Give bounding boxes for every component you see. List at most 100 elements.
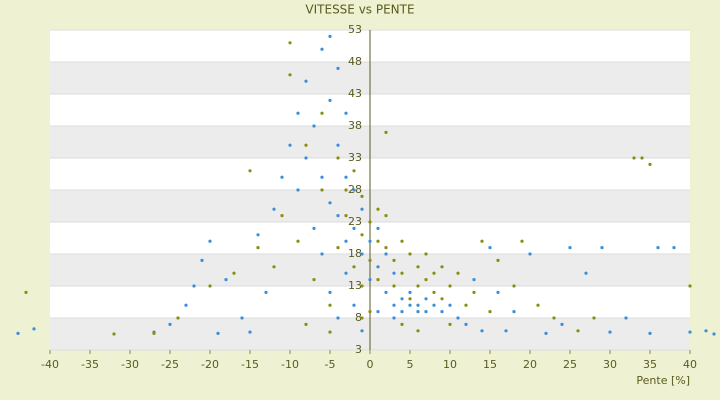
point xyxy=(472,290,476,294)
point xyxy=(304,143,308,147)
point xyxy=(328,303,332,307)
point xyxy=(424,297,428,301)
point xyxy=(424,252,428,256)
point xyxy=(624,316,628,320)
y-tick-label: 53 xyxy=(348,23,362,36)
x-tick-label: 0 xyxy=(367,358,374,371)
point xyxy=(536,303,540,307)
point xyxy=(384,130,388,134)
point xyxy=(416,329,420,333)
point xyxy=(384,252,388,256)
point xyxy=(432,290,436,294)
point xyxy=(312,124,316,128)
point xyxy=(320,175,324,179)
point xyxy=(368,239,372,243)
point xyxy=(520,239,524,243)
point xyxy=(344,271,348,275)
point xyxy=(360,316,364,320)
point xyxy=(416,303,420,307)
point xyxy=(376,207,380,211)
point xyxy=(328,34,332,39)
x-tick-label: -35 xyxy=(81,358,99,371)
y-tick-label: 43 xyxy=(348,87,362,100)
point xyxy=(400,239,404,243)
point xyxy=(256,246,260,250)
x-tick-label: -40 xyxy=(41,358,59,371)
point xyxy=(336,66,340,70)
point xyxy=(232,271,236,275)
point xyxy=(352,169,356,173)
point xyxy=(360,207,364,211)
point xyxy=(336,156,340,160)
point xyxy=(376,278,380,282)
point xyxy=(296,111,300,115)
point xyxy=(184,303,188,307)
point xyxy=(304,322,308,326)
point xyxy=(376,310,380,314)
point xyxy=(640,156,644,160)
y-tick-label: 23 xyxy=(348,215,362,228)
point xyxy=(272,207,276,211)
point xyxy=(448,322,452,326)
point xyxy=(288,143,292,147)
point xyxy=(384,246,388,250)
point xyxy=(480,329,484,333)
point xyxy=(272,265,276,269)
point xyxy=(240,316,244,320)
point xyxy=(416,284,420,288)
point xyxy=(704,329,708,333)
point xyxy=(360,252,364,256)
point xyxy=(464,322,468,326)
point xyxy=(424,310,428,314)
point xyxy=(504,329,508,333)
x-tick-label: -15 xyxy=(241,358,259,371)
point xyxy=(360,233,364,237)
point xyxy=(216,331,220,335)
point xyxy=(456,271,460,275)
point xyxy=(584,271,588,275)
point xyxy=(280,214,284,218)
point xyxy=(304,156,308,160)
point xyxy=(344,111,348,115)
point xyxy=(632,156,636,160)
point xyxy=(360,329,364,333)
point xyxy=(376,226,380,230)
point xyxy=(440,310,444,314)
point xyxy=(568,246,572,250)
y-tick-label: 48 xyxy=(348,55,362,68)
point xyxy=(392,271,396,275)
point xyxy=(432,303,436,307)
point xyxy=(392,316,396,320)
point xyxy=(336,246,340,250)
point xyxy=(192,284,196,288)
point xyxy=(656,246,660,250)
point xyxy=(32,327,36,331)
point xyxy=(328,290,332,294)
point xyxy=(392,284,396,288)
y-tick-label: 3 xyxy=(355,343,362,356)
point xyxy=(416,265,420,269)
point xyxy=(400,297,404,301)
point xyxy=(24,290,28,294)
point xyxy=(248,330,252,334)
x-tick-label: -25 xyxy=(161,358,179,371)
point xyxy=(296,188,300,192)
point xyxy=(472,278,476,282)
x-tick-label: 40 xyxy=(683,358,697,371)
point xyxy=(336,143,340,147)
point xyxy=(712,332,716,336)
point xyxy=(352,188,356,192)
point xyxy=(16,331,20,335)
y-tick-label: 38 xyxy=(348,119,362,132)
point xyxy=(408,303,412,307)
point xyxy=(248,169,252,173)
point xyxy=(320,252,324,256)
chart-title: VITESSE vs PENTE xyxy=(305,3,414,17)
point xyxy=(368,220,372,224)
point xyxy=(328,201,332,205)
x-tick-label: 35 xyxy=(643,358,657,371)
x-tick-label: -30 xyxy=(121,358,139,371)
point xyxy=(480,239,484,243)
point xyxy=(344,214,348,218)
